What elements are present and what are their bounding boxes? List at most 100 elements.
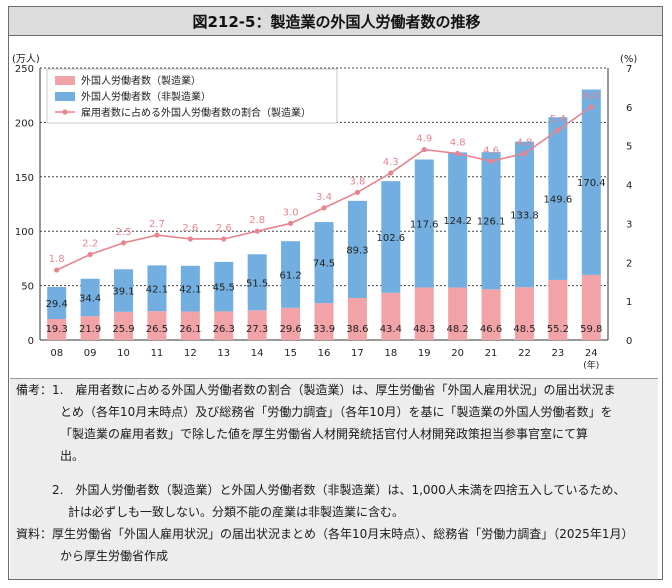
ratio-point bbox=[588, 104, 594, 110]
bar-segment-non-manufacturing bbox=[581, 89, 601, 275]
bar-label-manufacturing: 26.5 bbox=[146, 324, 168, 335]
y-right-unit: (%) bbox=[620, 54, 637, 65]
bar-segment-non-manufacturing bbox=[247, 254, 267, 311]
bar-segment-manufacturing bbox=[548, 279, 568, 340]
bar-segment-non-manufacturing bbox=[281, 241, 301, 308]
bar-label-manufacturing: 48.5 bbox=[513, 324, 535, 335]
chart-title: 図212-5：製造業の外国人労働者数の推移 bbox=[192, 13, 481, 31]
bar-segment-non-manufacturing bbox=[314, 222, 334, 304]
bar-segment-non-manufacturing bbox=[147, 265, 167, 312]
bar-label-manufacturing: 19.3 bbox=[46, 324, 68, 335]
x-tick-label: 16 bbox=[318, 348, 331, 359]
legend-label-non-manufacturing: 外国人労働者数（非製造業） bbox=[81, 90, 211, 103]
ratio-label: 3.8 bbox=[349, 176, 365, 187]
ratio-label: 2.2 bbox=[82, 239, 98, 250]
bar-label-non-manufacturing: 42.1 bbox=[179, 285, 201, 296]
title-bar: 図212-5：製造業の外国人労働者数の推移 bbox=[8, 6, 663, 36]
x-tick-label: 21 bbox=[485, 348, 498, 359]
bar-segment-non-manufacturing bbox=[347, 200, 367, 299]
y-left-tick-label: 50 bbox=[21, 282, 34, 293]
ratio-point bbox=[321, 205, 327, 211]
x-tick-label: 18 bbox=[384, 348, 397, 359]
bar-label-manufacturing: 26.3 bbox=[213, 324, 235, 335]
x-tick-label: 14 bbox=[251, 348, 264, 359]
bar-segment-manufacturing bbox=[114, 311, 134, 340]
bar-label-non-manufacturing: 126.1 bbox=[477, 217, 506, 228]
bar-label-manufacturing: 25.9 bbox=[112, 324, 134, 335]
ratio-label: 4.9 bbox=[416, 134, 432, 145]
notes-panel: 備考：1. 雇用者数に占める外国人労働者数の割合（製造業）は、厚生労働省「外国人… bbox=[10, 378, 658, 579]
y-left-tick-label: 200 bbox=[15, 118, 34, 129]
x-tick-label: 13 bbox=[217, 348, 230, 359]
y-right-tick-label: 6 bbox=[626, 103, 632, 114]
bar-segment-manufacturing bbox=[214, 311, 234, 340]
ratio-point bbox=[87, 251, 93, 258]
ratio-label: 4.8 bbox=[450, 137, 466, 148]
x-tick-label: 20 bbox=[451, 348, 464, 359]
y-right-tick-label: 5 bbox=[626, 142, 632, 153]
ratio-label: 4.6 bbox=[483, 145, 499, 156]
ratio-point bbox=[154, 232, 160, 238]
note-line: 計は必ずしも一致しない。分類不能の産業は非製造業に含む。 bbox=[68, 505, 405, 519]
ratio-point bbox=[221, 236, 227, 242]
bar-segment-non-manufacturing bbox=[448, 152, 468, 288]
bar-label-non-manufacturing: 34.4 bbox=[79, 293, 101, 304]
bar-segment-manufacturing bbox=[247, 310, 267, 340]
bar-label-non-manufacturing: 29.4 bbox=[46, 299, 68, 310]
note-line: 備考：1. 雇用者数に占める外国人労働者数の割合（製造業）は、厚生労働省「外国人… bbox=[16, 383, 616, 397]
bar-label-non-manufacturing: 170.4 bbox=[577, 178, 606, 189]
bar-label-manufacturing: 59.8 bbox=[580, 324, 602, 335]
bar-segment-manufacturing bbox=[514, 287, 534, 340]
note-line: とめ（各年10月末時点）及び総務省「労働力調査」（各年10月）を基に「製造業の外… bbox=[60, 405, 613, 419]
bar-segment-manufacturing bbox=[314, 303, 334, 340]
ratio-label: 2.6 bbox=[216, 223, 232, 234]
bar-label-manufacturing: 33.9 bbox=[313, 324, 335, 335]
ratio-label: 4.8 bbox=[517, 137, 533, 148]
y-left-tick-label: 0 bbox=[28, 336, 34, 347]
ratio-point bbox=[120, 240, 127, 246]
ratio-point bbox=[187, 236, 193, 242]
bar-label-non-manufacturing: 102.6 bbox=[377, 233, 406, 244]
bar-label-manufacturing: 48.3 bbox=[413, 324, 435, 335]
bar-segment-non-manufacturing bbox=[381, 181, 401, 293]
note-line: 資料：厚生労働省「外国人雇用状況」の届出状況まとめ（各年10月末時点）、総務省「… bbox=[16, 527, 634, 541]
x-tick-label: 22 bbox=[518, 348, 531, 359]
y-left-unit: (万人) bbox=[12, 53, 40, 65]
bar-segment-manufacturing bbox=[448, 287, 468, 340]
bar-segment-manufacturing bbox=[180, 311, 200, 340]
note-line: 出。 bbox=[60, 449, 85, 463]
y-right-tick-label: 3 bbox=[626, 219, 632, 230]
bar-label-manufacturing: 27.3 bbox=[246, 324, 268, 335]
legend-label-ratio: 雇用者数に占める外国人労働者数の割合（製造業） bbox=[81, 106, 311, 119]
legend-swatch-manufacturing bbox=[55, 76, 75, 85]
ratio-point bbox=[254, 228, 260, 234]
ratio-label: 1.8 bbox=[49, 254, 65, 265]
bar-label-non-manufacturing: 89.3 bbox=[346, 245, 368, 256]
bar-segment-manufacturing bbox=[47, 319, 67, 340]
ratio-point bbox=[488, 158, 494, 164]
x-tick-label: 08 bbox=[50, 348, 63, 359]
bar-segment-manufacturing bbox=[381, 292, 401, 340]
y-right-tick-label: 0 bbox=[626, 336, 632, 347]
x-tick-label: 10 bbox=[117, 348, 130, 359]
x-tick-label: 24 bbox=[585, 348, 598, 359]
x-tick-label: 23 bbox=[552, 348, 565, 359]
y-right-tick-label: 1 bbox=[626, 297, 632, 308]
note-line: 2. 外国人労働者数（製造業）と外国人労働者数（非製造業）は、1,000人未満を… bbox=[52, 483, 626, 497]
bar-segment-manufacturing bbox=[347, 298, 367, 340]
bar-segment-manufacturing bbox=[481, 289, 501, 340]
bar-segment-non-manufacturing bbox=[180, 265, 200, 312]
y-right-tick-label: 2 bbox=[626, 258, 632, 269]
ratio-point bbox=[421, 147, 427, 153]
bar-segment-manufacturing bbox=[80, 316, 100, 340]
bar-label-manufacturing: 43.4 bbox=[380, 324, 402, 335]
x-tick-label: 19 bbox=[418, 348, 431, 359]
ratio-label: 4.3 bbox=[383, 157, 399, 168]
ratio-point bbox=[54, 267, 60, 273]
bar-segment-manufacturing bbox=[281, 307, 301, 340]
ratio-label: 3.4 bbox=[316, 192, 332, 203]
ratio-point bbox=[521, 150, 528, 157]
x-tick-label: 12 bbox=[184, 348, 197, 359]
legend-swatch-non-manufacturing bbox=[55, 92, 75, 101]
